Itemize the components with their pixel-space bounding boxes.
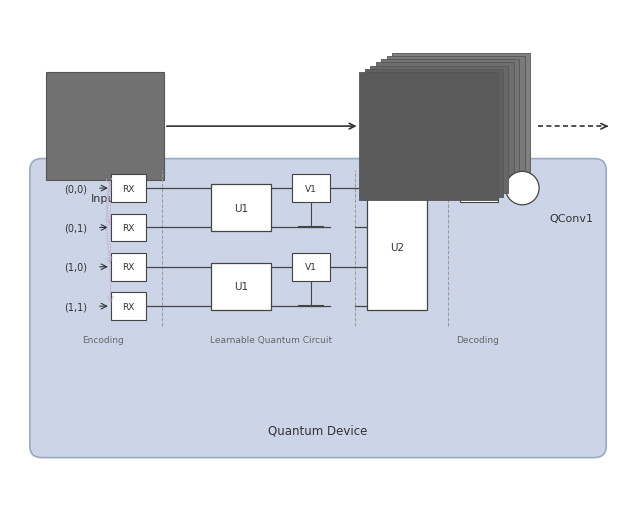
Text: RX: RX — [122, 302, 135, 311]
FancyBboxPatch shape — [292, 253, 330, 281]
Text: RX: RX — [122, 223, 135, 233]
FancyBboxPatch shape — [370, 66, 508, 194]
FancyBboxPatch shape — [292, 175, 330, 203]
Text: U2: U2 — [390, 243, 404, 252]
Text: RX: RX — [122, 184, 135, 193]
FancyBboxPatch shape — [460, 175, 498, 203]
FancyBboxPatch shape — [381, 60, 519, 187]
FancyBboxPatch shape — [211, 185, 271, 232]
FancyBboxPatch shape — [367, 185, 427, 310]
Text: V2: V2 — [473, 184, 485, 193]
Text: Input: Input — [91, 193, 119, 204]
Text: (0,0): (0,0) — [64, 184, 87, 194]
FancyBboxPatch shape — [30, 159, 606, 458]
Text: Learnable Quantum Circuit: Learnable Quantum Circuit — [209, 335, 332, 345]
Circle shape — [505, 172, 539, 206]
FancyBboxPatch shape — [392, 53, 530, 181]
Text: V1: V1 — [305, 263, 317, 272]
Text: QConv1: QConv1 — [550, 213, 593, 223]
Text: Encoding: Encoding — [82, 335, 124, 345]
FancyBboxPatch shape — [387, 56, 525, 184]
Text: Quantum Device: Quantum Device — [269, 424, 367, 437]
FancyBboxPatch shape — [359, 73, 498, 201]
FancyBboxPatch shape — [111, 175, 146, 203]
Text: U1: U1 — [234, 282, 248, 292]
Text: (1,0): (1,0) — [64, 262, 87, 272]
FancyBboxPatch shape — [111, 293, 146, 320]
Text: U1: U1 — [234, 204, 248, 213]
FancyBboxPatch shape — [111, 214, 146, 242]
Text: V1: V1 — [305, 184, 317, 193]
FancyBboxPatch shape — [211, 263, 271, 310]
Text: (1,1): (1,1) — [64, 301, 87, 312]
Text: RX: RX — [122, 263, 135, 272]
FancyBboxPatch shape — [365, 70, 503, 197]
FancyBboxPatch shape — [111, 253, 146, 281]
Text: Decoding: Decoding — [456, 335, 500, 345]
FancyBboxPatch shape — [376, 63, 514, 191]
Text: (0,1): (0,1) — [64, 223, 87, 233]
FancyBboxPatch shape — [46, 73, 164, 181]
